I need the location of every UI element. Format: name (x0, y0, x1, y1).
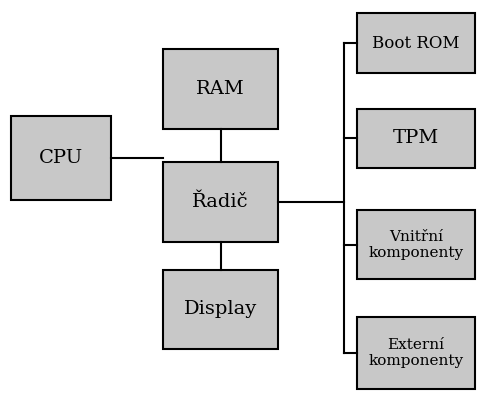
Text: Display: Display (184, 300, 257, 318)
FancyBboxPatch shape (357, 317, 475, 389)
FancyBboxPatch shape (357, 210, 475, 280)
FancyBboxPatch shape (357, 109, 475, 168)
Text: Boot ROM: Boot ROM (372, 34, 460, 52)
FancyBboxPatch shape (11, 116, 111, 200)
FancyBboxPatch shape (357, 13, 475, 73)
FancyBboxPatch shape (163, 162, 278, 242)
FancyBboxPatch shape (163, 49, 278, 128)
Text: Externí
komponenty: Externí komponenty (369, 338, 464, 368)
Text: Vnitřní
komponenty: Vnitřní komponenty (369, 230, 464, 260)
Text: CPU: CPU (39, 149, 83, 167)
Text: RAM: RAM (196, 80, 245, 98)
Text: Řadič: Řadič (192, 193, 249, 211)
FancyBboxPatch shape (163, 270, 278, 349)
Text: TPM: TPM (393, 130, 439, 148)
